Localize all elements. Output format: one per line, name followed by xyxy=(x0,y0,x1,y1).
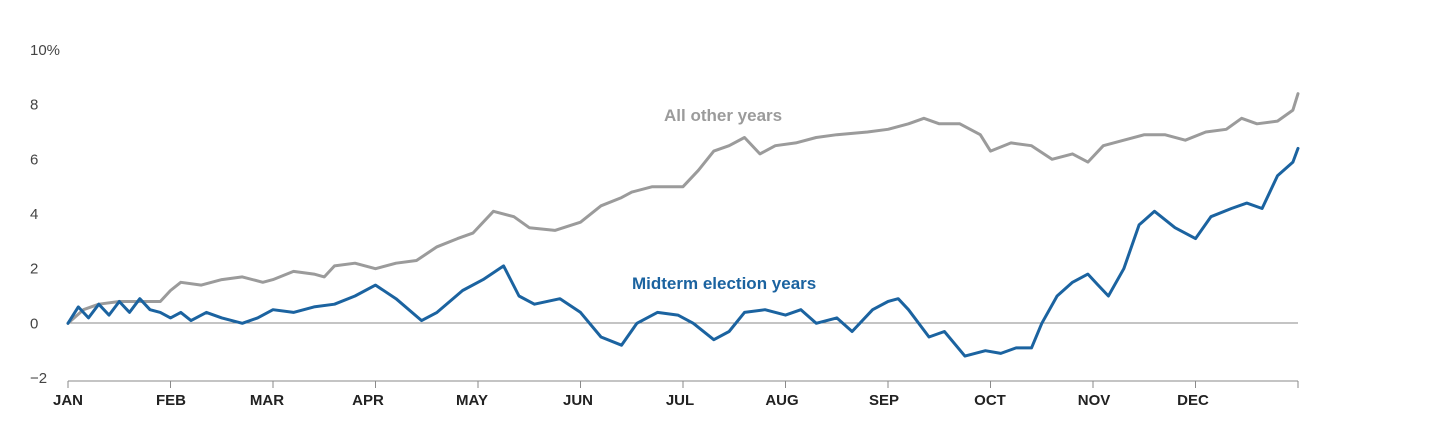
x-tick-label-jun: JUN xyxy=(563,392,593,409)
x-tick-label-sep: SEP xyxy=(869,392,899,409)
x-tick-label-jan: JAN xyxy=(53,392,83,409)
x-tick-label-dec: DEC xyxy=(1177,392,1209,409)
y-tick-label: 4 xyxy=(30,206,38,223)
series-label-midterm-election-years: Midterm election years xyxy=(632,274,816,293)
x-axis-ticks: JAN FEB MAR APR MAY JUN JUL AUG SEP OCT NOV DEC xyxy=(53,381,1299,409)
y-tick-label: −2 xyxy=(30,370,47,387)
series-line-all-other-years xyxy=(66,92,1300,325)
y-tick-label: 8 xyxy=(30,97,38,114)
x-tick-label-may: MAY xyxy=(456,392,488,409)
y-tick-label: 0 xyxy=(30,315,38,332)
series-line-midterm-election-years xyxy=(66,146,1300,358)
x-tick-label-jul: JUL xyxy=(666,392,694,409)
x-tick-label-oct: OCT xyxy=(974,392,1006,409)
series-label-all-other-years: All other years xyxy=(664,106,782,125)
y-tick-label: 6 xyxy=(30,151,38,168)
y-tick-label: 2 xyxy=(30,261,38,278)
x-tick-label-feb: FEB xyxy=(156,392,186,409)
x-tick-label-nov: NOV xyxy=(1078,392,1111,409)
series-lines xyxy=(66,92,1300,358)
x-tick-label-mar: MAR xyxy=(250,392,284,409)
series-labels: All other years Midterm election years xyxy=(632,106,816,293)
y-axis-tick-labels: −2 0 2 4 6 8 10% xyxy=(30,42,60,387)
x-tick-label-apr: APR xyxy=(352,392,384,409)
y-tick-label: 10% xyxy=(30,42,60,59)
x-tick-label-aug: AUG xyxy=(765,392,798,409)
